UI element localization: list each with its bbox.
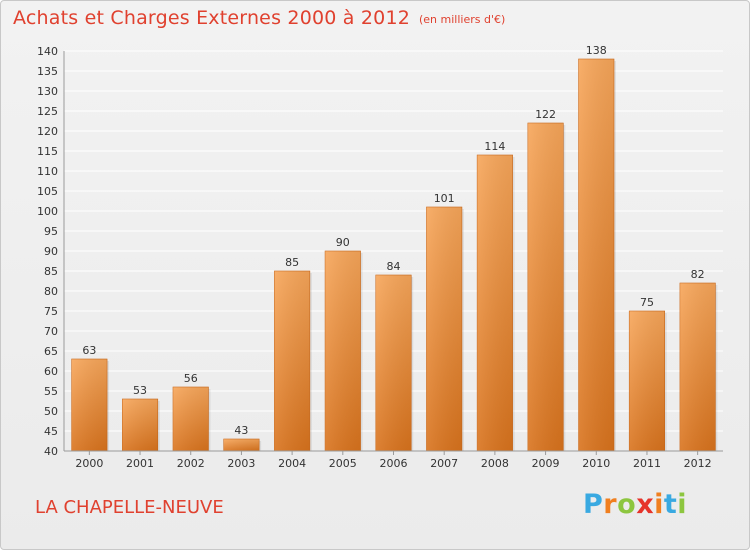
commune-name: LA CHAPELLE-NEUVE	[35, 497, 224, 518]
bar-highlight	[71, 359, 108, 451]
y-tick-label: 105	[37, 185, 58, 198]
y-tick-label: 110	[37, 165, 58, 178]
x-tick-label-2000: 2000	[75, 457, 103, 470]
x-tick-label-2004: 2004	[278, 457, 306, 470]
y-tick-label: 95	[44, 225, 58, 238]
bar-highlight	[172, 387, 209, 451]
chart-subtitle: (en milliers d'€)	[419, 13, 506, 26]
x-tick-label-2007: 2007	[430, 457, 458, 470]
y-tick-label: 80	[44, 285, 58, 298]
y-tick-label: 40	[44, 445, 58, 458]
axis-layer: 40 45 50 55 60 65 70 75 80 85 90 95 100 105 110 115 120 1…	[37, 44, 723, 470]
y-tick-label: 65	[44, 345, 58, 358]
bar-highlight	[578, 59, 615, 451]
bar-highlight	[325, 251, 361, 451]
bar-layer	[71, 58, 718, 452]
value-label-2006: 84	[387, 260, 401, 273]
bar-highlight	[477, 155, 513, 451]
y-tick-label: 90	[44, 245, 58, 258]
x-tick-label-2001: 2001	[126, 457, 154, 470]
proxiti-logo: Proxiti	[583, 489, 687, 520]
x-tick-label-2009: 2009	[532, 457, 560, 470]
bar-highlight	[223, 439, 260, 451]
value-label-2001: 53	[133, 384, 147, 397]
value-label-2009: 122	[535, 108, 556, 121]
y-tick-label: 55	[44, 385, 58, 398]
y-tick-label: 45	[44, 425, 58, 438]
value-label-2011: 75	[640, 296, 654, 309]
bar-highlight	[679, 283, 716, 451]
y-tick-label: 60	[44, 365, 58, 378]
y-tick-label: 125	[37, 105, 58, 118]
y-tick-label: 100	[37, 205, 58, 218]
chart-title: Achats et Charges Externes 2000 à 2012	[13, 7, 411, 29]
value-label-2004: 85	[285, 256, 299, 269]
value-label-2008: 114	[484, 140, 505, 153]
x-tick-label-2008: 2008	[481, 457, 509, 470]
logo-letter: r	[603, 489, 618, 520]
y-tick-label: 140	[37, 45, 58, 58]
bar-highlight	[122, 399, 158, 451]
bar-highlight	[527, 123, 564, 451]
logo-letter: t	[663, 489, 678, 520]
y-tick-label: 70	[44, 325, 58, 338]
y-tick-label: 115	[37, 145, 58, 158]
logo-letter: x	[636, 489, 655, 520]
bar-highlight	[629, 311, 665, 451]
y-tick-label: 120	[37, 125, 58, 138]
x-tick-label-2006: 2006	[380, 457, 408, 470]
value-label-2012: 82	[691, 268, 705, 281]
value-label-2000: 63	[82, 344, 96, 357]
x-tick-label-2003: 2003	[227, 457, 255, 470]
y-tick-label: 85	[44, 265, 58, 278]
y-tick-label: 50	[44, 405, 58, 418]
y-tick-label: 130	[37, 85, 58, 98]
x-tick-label-2011: 2011	[633, 457, 661, 470]
logo-letter: o	[617, 489, 637, 520]
value-label-2005: 90	[336, 236, 350, 249]
y-tick-label: 75	[44, 305, 58, 318]
x-tick-label-2005: 2005	[329, 457, 357, 470]
value-label-2002: 56	[184, 372, 198, 385]
bar-highlight	[274, 271, 310, 451]
bar-highlight	[426, 207, 462, 451]
bar-highlight	[375, 275, 412, 451]
value-label-2010: 138	[586, 44, 607, 57]
x-tick-label-2012: 2012	[684, 457, 712, 470]
x-tick-label-2002: 2002	[177, 457, 205, 470]
value-label-2003: 43	[234, 424, 248, 437]
logo-letter: i	[654, 489, 664, 520]
logo-letter: P	[583, 489, 604, 520]
logo-letter: i	[677, 489, 688, 520]
x-tick-label-2010: 2010	[582, 457, 610, 470]
value-label-2007: 101	[434, 192, 455, 205]
y-tick-label: 135	[37, 65, 58, 78]
